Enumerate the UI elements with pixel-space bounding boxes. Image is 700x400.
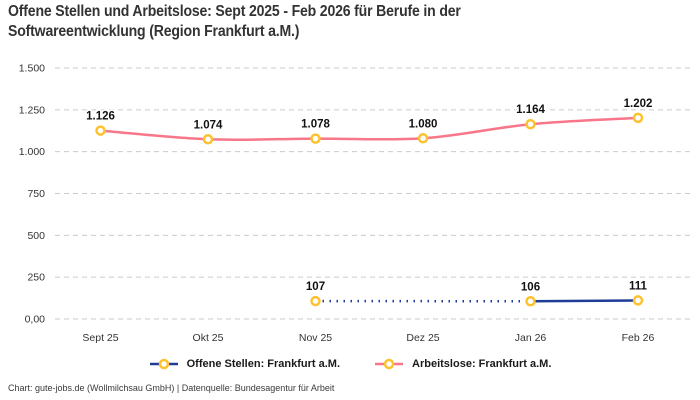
data-point-marker bbox=[202, 134, 214, 145]
data-point-marker bbox=[310, 295, 321, 307]
y-axis-tick-label: 1.000 bbox=[19, 146, 45, 158]
data-point-value-label: 1.126 bbox=[86, 111, 115, 123]
data-point-value-label: 1.164 bbox=[516, 104, 545, 116]
x-axis-tick-label: Okt 25 bbox=[193, 332, 224, 344]
data-point-marker bbox=[95, 125, 106, 136]
data-point-marker bbox=[525, 118, 536, 130]
series-line bbox=[100, 116, 639, 142]
x-axis-tick-label: Sept 25 bbox=[82, 332, 118, 344]
data-point-marker bbox=[417, 133, 429, 144]
chart-title: Offene Stellen und Arbeitslose: Sept 202… bbox=[8, 3, 461, 40]
legend-item-arbeitslose: Arbeitslose: Frankfurt a.M. bbox=[374, 358, 551, 370]
data-point-value-label: 1.078 bbox=[301, 119, 330, 131]
legend-line-marker-icon bbox=[149, 358, 178, 370]
data-point-marker bbox=[632, 295, 644, 306]
series-line bbox=[530, 299, 639, 303]
data-point-value-label: 1.074 bbox=[194, 119, 223, 131]
x-axis-tick-label: Dez 25 bbox=[406, 332, 439, 344]
line-chart-plot: 1.500 1.250 1.000 750 500 250 0,00 Sept 25 Okt 2… bbox=[19, 63, 690, 344]
y-axis-tick-label: 750 bbox=[27, 188, 45, 200]
data-point-value-label: 1.080 bbox=[409, 118, 438, 130]
y-axis-tick-label: 500 bbox=[27, 230, 45, 242]
y-axis-tick-label: 1.500 bbox=[19, 63, 45, 75]
data-point-value-label: 1.202 bbox=[624, 98, 653, 110]
y-axis-tick-label: 250 bbox=[27, 272, 45, 284]
data-point-value-label: 111 bbox=[629, 280, 648, 292]
legend-label-offene-stellen: Offene Stellen: Frankfurt a.M. bbox=[186, 358, 341, 370]
x-axis-tick-label: Feb 26 bbox=[622, 332, 655, 344]
y-axis-tick-label: 0,00 bbox=[25, 314, 46, 326]
data-point-value-label: 107 bbox=[306, 281, 325, 293]
x-axis-tick-label: Jan 26 bbox=[515, 332, 547, 344]
legend-label-arbeitslose: Arbeitslose: Frankfurt a.M. bbox=[412, 358, 552, 370]
legend-item-offene-stellen: Offene Stellen: Frankfurt a.M. bbox=[149, 358, 340, 370]
legend-line-marker-icon bbox=[375, 358, 404, 370]
data-point-marker bbox=[632, 112, 644, 124]
y-axis-tick-label: 1.250 bbox=[19, 104, 45, 116]
data-point-value-label: 106 bbox=[521, 281, 540, 293]
chart-credit: Chart: gute-jobs.de (Wollmilchsau GmbH) … bbox=[8, 383, 335, 393]
data-point-marker bbox=[525, 296, 536, 307]
chart-legend: Offene Stellen: Frankfurt a.M. Arbeitslo… bbox=[0, 358, 700, 370]
x-axis-tick-label: Nov 25 bbox=[299, 332, 332, 344]
data-point-marker bbox=[310, 133, 321, 144]
